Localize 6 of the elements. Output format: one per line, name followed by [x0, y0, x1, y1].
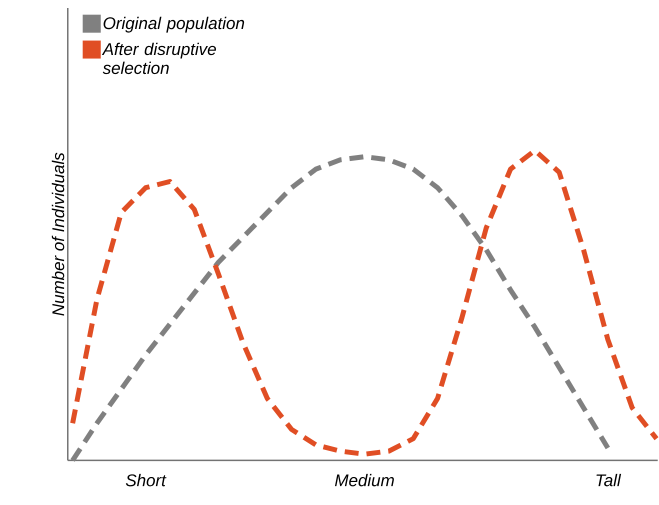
x-tick-label: Medium	[334, 474, 394, 486]
x-tick-label: Short	[126, 474, 166, 486]
legend-label: Original population	[104, 16, 244, 32]
legend-label: After disruptive selection	[102, 42, 216, 74]
y-axis-title: Number of Individuals	[52, 152, 64, 316]
x-tick-label: Tall	[596, 474, 622, 486]
